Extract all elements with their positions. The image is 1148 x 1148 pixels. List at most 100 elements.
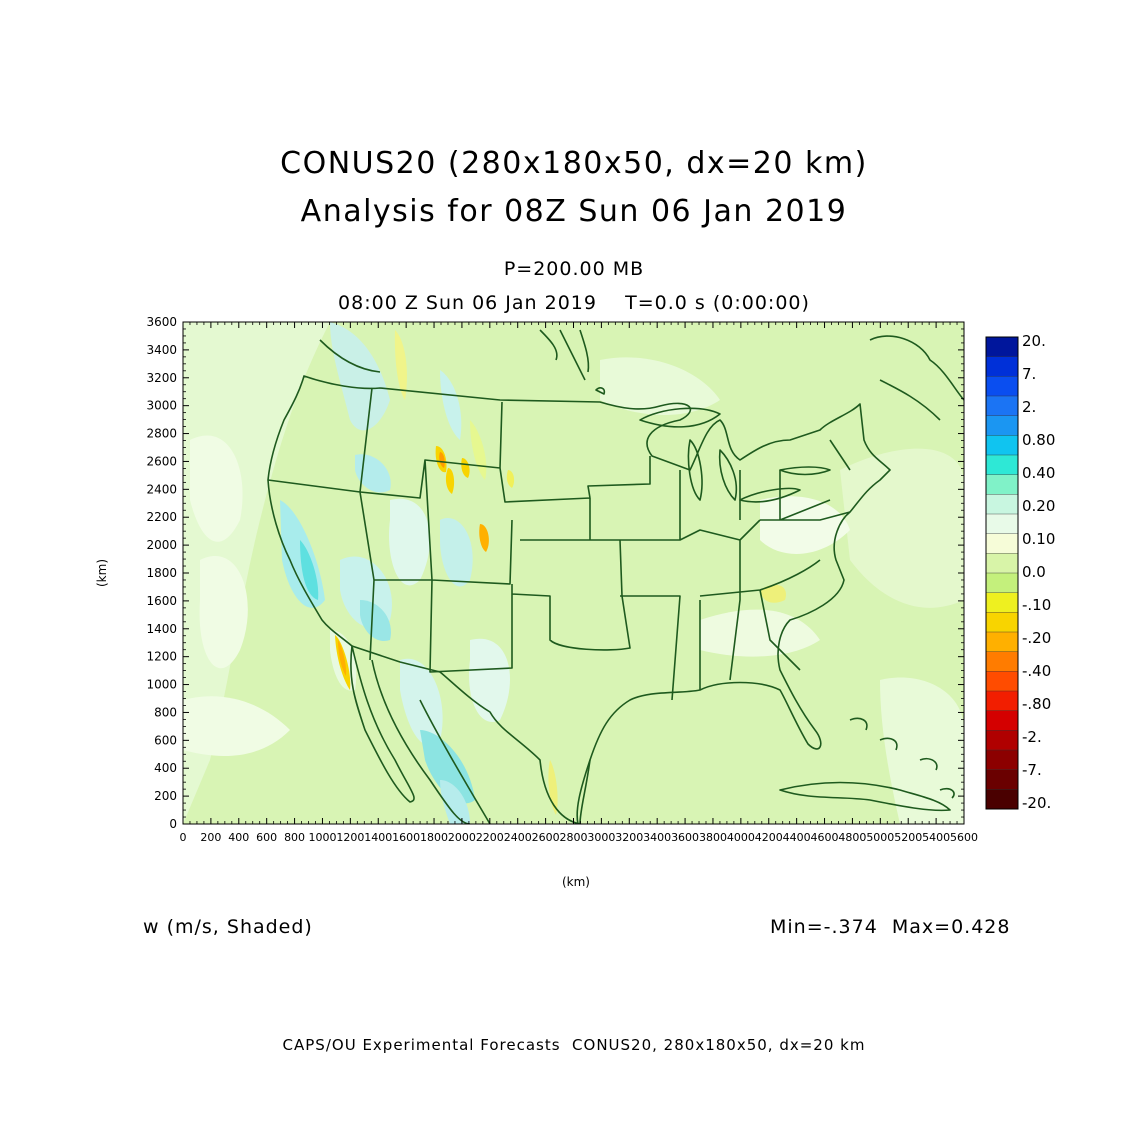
y-tick-label: 400 xyxy=(154,761,177,775)
x-tick-label: 5400 xyxy=(922,831,950,844)
x-tick-label: 1400 xyxy=(364,831,392,844)
colorbar-label: 0.80 xyxy=(1022,431,1055,449)
y-tick-label: 3400 xyxy=(146,343,177,357)
x-tick-label: 0 xyxy=(180,831,187,844)
plot-title: CONUS20 (280x180x50, dx=20 km) xyxy=(280,146,868,181)
footer-credit: CAPS/OU Experimental Forecasts CONUS20, … xyxy=(282,1036,866,1054)
x-tick-label: 3400 xyxy=(643,831,671,844)
x-tick-label: 2600 xyxy=(532,831,560,844)
y-tick-label: 2000 xyxy=(146,538,177,552)
y-tick-label: 1600 xyxy=(146,594,177,608)
colorbar-swatch xyxy=(986,553,1018,574)
colorbar-swatch xyxy=(986,533,1018,554)
y-tick-label: 2400 xyxy=(146,482,177,496)
colorbar-label: 0.40 xyxy=(1022,464,1055,482)
x-tick-label: 5200 xyxy=(894,831,922,844)
variable-label: w (m/s, Shaded) xyxy=(143,916,313,938)
colorbar-swatch xyxy=(986,514,1018,534)
y-tick-label: 1800 xyxy=(146,566,177,580)
colorbar-swatch xyxy=(986,671,1018,692)
x-tick-label: 4400 xyxy=(783,831,811,844)
shaded-field xyxy=(183,322,964,824)
y-tick-label: 2200 xyxy=(146,510,177,524)
colorbar-label: -.80 xyxy=(1022,695,1051,713)
x-tick-label: 1200 xyxy=(336,831,364,844)
x-tick-label: 3200 xyxy=(615,831,643,844)
geographic-boundaries xyxy=(267,329,964,824)
x-tick-label: 2400 xyxy=(504,831,532,844)
x-tick-label: 400 xyxy=(228,831,249,844)
colorbar-swatch xyxy=(986,396,1018,416)
y-tick-label: 3200 xyxy=(146,371,177,385)
pressure-level-label: P=200.00 MB xyxy=(503,258,645,280)
colorbar-label: 0.20 xyxy=(1022,497,1055,515)
x-tick-label: 1600 xyxy=(392,831,420,844)
colorbar-label: -2. xyxy=(1022,728,1042,746)
colorbar-label: -20. xyxy=(1022,794,1051,812)
valid-time-label: 08:00 Z Sun 06 Jan 2019 T=0.0 s (0:00:00… xyxy=(338,292,810,314)
colorbar-swatch xyxy=(986,337,1018,357)
x-tick-label: 600 xyxy=(256,831,277,844)
x-tick-label: 2800 xyxy=(560,831,588,844)
min-max-label: Min=-.374 Max=0.428 xyxy=(770,916,1011,938)
colorbar-swatch xyxy=(986,592,1018,613)
colorbar-label: 2. xyxy=(1022,398,1036,416)
y-tick-label: 1000 xyxy=(146,678,177,692)
y-tick-label: 800 xyxy=(154,705,177,719)
colorbar-label: 0.0 xyxy=(1022,563,1046,581)
colorbar-swatch xyxy=(986,415,1018,436)
x-axis-label: (km) xyxy=(562,875,590,889)
colorbar-swatch xyxy=(986,573,1018,593)
colorbar-swatch xyxy=(986,474,1018,495)
x-tick-label: 3000 xyxy=(587,831,615,844)
y-tick-label: 3000 xyxy=(146,399,177,413)
colorbar-label: -.10 xyxy=(1022,596,1051,614)
x-tick-label: 5600 xyxy=(950,831,978,844)
colorbar-label: 7. xyxy=(1022,365,1036,383)
y-tick-label: 0 xyxy=(169,817,177,831)
colorbar-swatch xyxy=(986,376,1018,397)
y-tick-label: 2800 xyxy=(146,427,177,441)
y-tick-label: 1400 xyxy=(146,622,177,636)
x-tick-label: 3600 xyxy=(671,831,699,844)
colorbar-swatch xyxy=(986,632,1018,652)
colorbar-label: -.40 xyxy=(1022,662,1051,680)
colorbar-swatch xyxy=(986,691,1018,711)
x-tick-label: 800 xyxy=(284,831,305,844)
y-tick-label: 200 xyxy=(154,789,177,803)
colorbar-label: -.20 xyxy=(1022,629,1051,647)
colorbar-swatch xyxy=(986,494,1018,515)
colorbar-frame xyxy=(985,336,1019,810)
colorbar-swatch xyxy=(986,730,1018,751)
x-tick-label: 200 xyxy=(200,831,221,844)
colorbar-swatch xyxy=(986,455,1018,475)
colorbar-swatch xyxy=(986,789,1018,810)
colorbar-swatch xyxy=(986,612,1018,633)
y-tick-label: 600 xyxy=(154,733,177,747)
y-tick-label: 2600 xyxy=(146,454,177,468)
colorbar-label: 0.10 xyxy=(1022,530,1055,548)
plot-subtitle: Analysis for 08Z Sun 06 Jan 2019 xyxy=(300,194,848,229)
y-tick-label: 1200 xyxy=(146,650,177,664)
x-tick-label: 1800 xyxy=(420,831,448,844)
colorbar-label: 20. xyxy=(1022,332,1046,350)
x-tick-label: 2200 xyxy=(476,831,504,844)
colorbar-swatch xyxy=(986,651,1018,672)
y-tick-label: 3600 xyxy=(146,315,177,329)
colorbar: 20. 7. 2. 0.80 0.40 0.20 0.10 0.0 -.10 -.20 -.40 -.… xyxy=(985,332,1055,812)
colorbar-swatch xyxy=(986,710,1018,731)
x-tick-label: 4000 xyxy=(727,831,755,844)
x-tick-label: 2000 xyxy=(448,831,476,844)
colorbar-label: -7. xyxy=(1022,761,1042,779)
x-tick-label: 4800 xyxy=(838,831,866,844)
x-tick-label: 4200 xyxy=(755,831,783,844)
colorbar-swatch xyxy=(986,769,1018,790)
colorbar-swatch xyxy=(986,435,1018,456)
x-tick-label: 4600 xyxy=(811,831,839,844)
y-axis-label: (km) xyxy=(95,559,109,587)
colorbar-swatch xyxy=(986,356,1018,377)
x-tick-label: 3800 xyxy=(699,831,727,844)
colorbar-swatch xyxy=(986,750,1018,770)
x-tick-label: 5000 xyxy=(866,831,894,844)
